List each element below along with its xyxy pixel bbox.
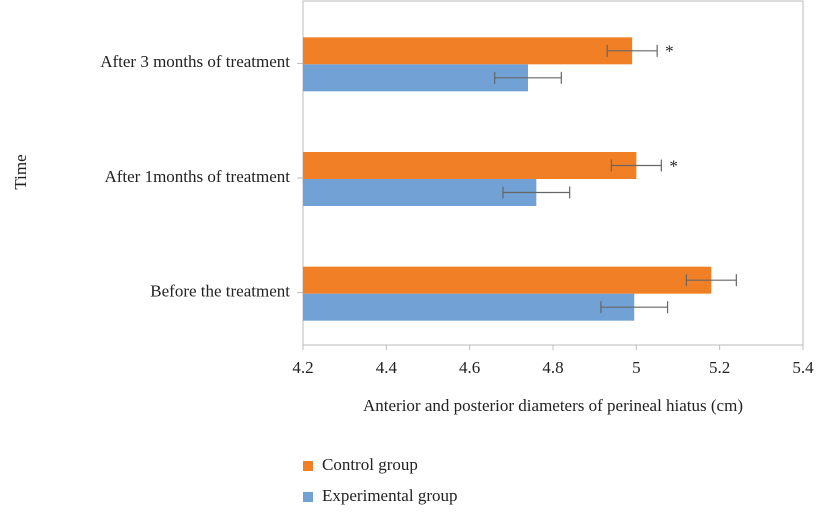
legend-label: Experimental group xyxy=(322,486,458,505)
x-tick-label: 5.2 xyxy=(709,358,730,377)
y-tick-label: After 3 months of treatment xyxy=(100,52,290,71)
bar xyxy=(303,293,635,321)
x-tick-label: 5.4 xyxy=(792,358,814,377)
x-axis-label: Anterior and posterior diameters of peri… xyxy=(363,396,743,415)
bar xyxy=(303,37,633,65)
error-bar xyxy=(494,71,562,84)
bar xyxy=(303,64,528,92)
error-bar xyxy=(685,274,737,287)
legend-swatch xyxy=(303,461,313,471)
annotation: * xyxy=(665,42,674,61)
error-bar xyxy=(610,159,662,172)
y-tick-label: Before the treatment xyxy=(150,282,290,301)
legend-swatch xyxy=(303,492,313,502)
x-tick-label: 4.2 xyxy=(292,358,313,377)
error-bar xyxy=(600,301,669,314)
bar xyxy=(303,179,537,206)
annotation: * xyxy=(669,156,678,175)
x-tick-label: 4.8 xyxy=(542,358,563,377)
error-bar xyxy=(606,44,658,57)
legend-label: Control group xyxy=(322,455,418,474)
x-tick-label: 4.6 xyxy=(459,358,480,377)
bar xyxy=(303,266,712,294)
y-axis-label: Time xyxy=(11,154,30,189)
error-bar xyxy=(502,186,571,199)
x-tick-label: 4.4 xyxy=(376,358,398,377)
x-tick-label: 5 xyxy=(632,358,641,377)
y-tick-label: After 1months of treatment xyxy=(104,167,290,186)
bar xyxy=(303,152,637,179)
